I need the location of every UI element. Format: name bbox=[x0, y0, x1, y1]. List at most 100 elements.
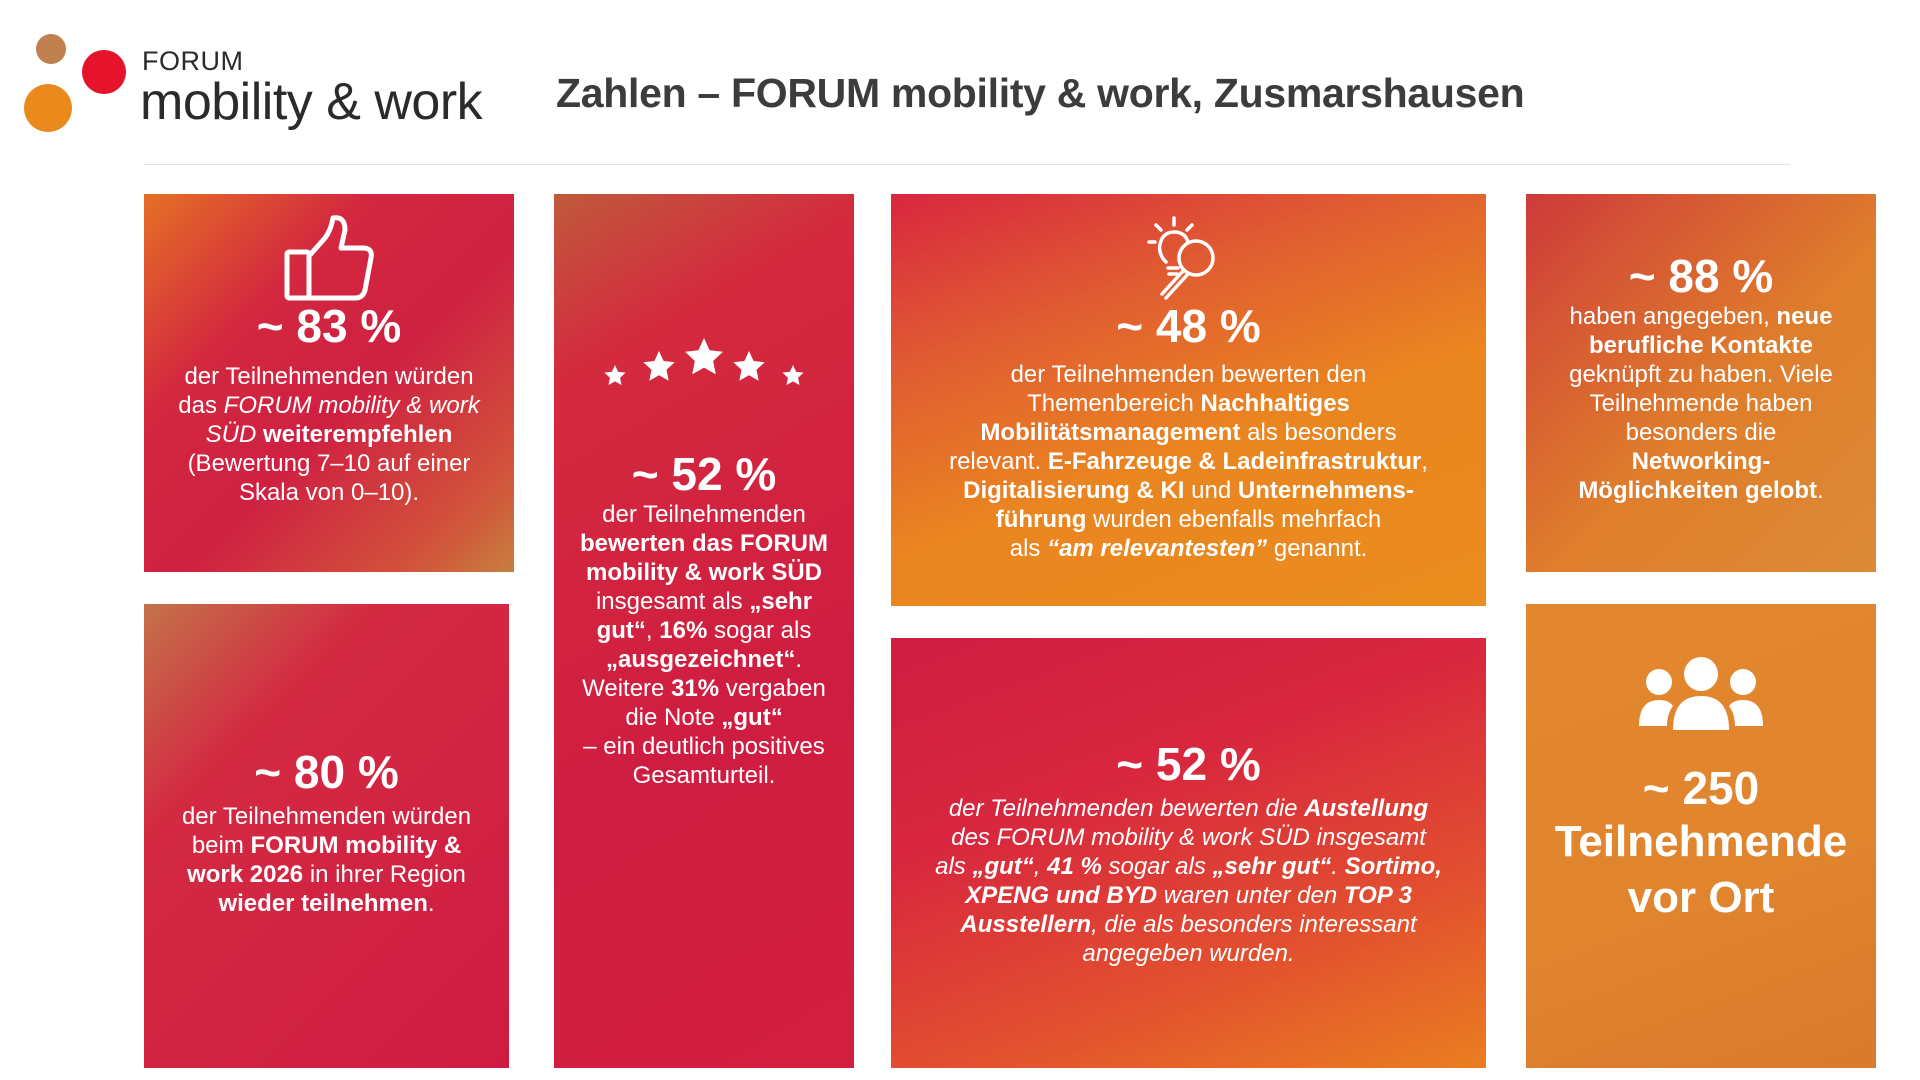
desc-text: , die als besonders interessant bbox=[1091, 911, 1417, 938]
desc-line: geknüpft zu haben. Viele bbox=[1569, 361, 1833, 388]
stat-value: ~ 250 bbox=[1642, 762, 1760, 814]
desc-text: vergaben bbox=[719, 675, 826, 702]
logo-small-text: FORUM bbox=[142, 46, 244, 76]
desc-bold: Unternehmens- bbox=[1237, 477, 1414, 504]
stat-value: ~ 88 % bbox=[1628, 250, 1774, 302]
desc-bold-italic: “am relevantesten” bbox=[1047, 535, 1268, 562]
desc-line: als “am relevantesten” genannt. bbox=[891, 534, 1486, 563]
desc-text: in ihrer Region bbox=[303, 861, 466, 888]
desc-line: das FORUM mobility & work bbox=[144, 391, 514, 420]
forum-logo: FORUM mobility & work bbox=[24, 30, 524, 140]
logo-dot-brown bbox=[36, 34, 66, 64]
desc-bold: Networking- bbox=[1631, 448, 1771, 475]
desc-text: als besonders bbox=[1240, 419, 1397, 446]
desc-bold: Sortimo, bbox=[1344, 853, 1442, 880]
desc-text: . bbox=[427, 890, 435, 917]
desc-line: – ein deutlich positives bbox=[583, 733, 825, 760]
desc-bold: wieder teilnehmen bbox=[218, 890, 428, 917]
stat-tile-attendees: ~ 250 Teilnehmende vor Ort bbox=[1526, 604, 1876, 1068]
desc-bold: XPENG und BYD bbox=[965, 882, 1158, 909]
desc-line: Möglichkeiten gelobt. bbox=[1526, 476, 1876, 505]
desc-bold: berufliche Kontakte bbox=[1588, 332, 1814, 359]
stat-description: der Teilnehmenden würden beim FORUM mobi… bbox=[144, 802, 509, 918]
desc-text: und bbox=[1184, 477, 1238, 504]
desc-bold: 41 % bbox=[1047, 853, 1102, 880]
stat-description: haben angegeben, neue berufliche Kontakt… bbox=[1526, 302, 1876, 505]
desc-text: . bbox=[1331, 853, 1345, 880]
desc-bold: Digitalisierung & KI bbox=[963, 477, 1185, 504]
desc-line: vor Ort bbox=[1627, 873, 1775, 922]
desc-line: Digitalisierung & KI und Unternehmens- bbox=[891, 476, 1486, 505]
desc-line: Gesamturteil. bbox=[632, 762, 776, 789]
desc-line: des FORUM mobility & work SÜD insgesamt bbox=[951, 824, 1426, 851]
desc-bold: „sehr gut“ bbox=[1212, 853, 1332, 880]
stat-value: ~ 80 % bbox=[254, 746, 399, 798]
desc-text: . bbox=[795, 646, 803, 673]
desc-text: Themenbereich bbox=[1027, 390, 1201, 417]
desc-text: , bbox=[1033, 853, 1048, 880]
desc-text: relevant. bbox=[949, 448, 1048, 475]
desc-text: waren unter den bbox=[1157, 882, 1344, 909]
desc-line: (Bewertung 7–10 auf einer bbox=[187, 450, 471, 477]
desc-bold: Möglichkeiten gelobt bbox=[1578, 477, 1817, 504]
desc-bold: führung bbox=[995, 506, 1087, 533]
desc-bold: neue bbox=[1776, 303, 1833, 330]
desc-bold: „gut“ bbox=[972, 853, 1034, 880]
desc-line: Mobilitätsmanagement als besonders bbox=[891, 418, 1486, 447]
stat-tile-networking: ~ 88 % haben angegeben, neue berufliche … bbox=[1526, 194, 1876, 572]
desc-bold: work 2026 bbox=[187, 861, 304, 888]
desc-bold: „gut“ bbox=[721, 704, 783, 731]
desc-bold: „ausgezeichnet“ bbox=[605, 646, 796, 673]
desc-line: Weitere 31% vergaben bbox=[554, 674, 854, 703]
desc-text: haben angegeben, bbox=[1569, 303, 1777, 330]
star-icon bbox=[685, 338, 723, 375]
desc-line: beim FORUM mobility & bbox=[144, 831, 509, 860]
stat-value: ~ 52 % bbox=[631, 448, 777, 500]
desc-line: der Teilnehmenden würden bbox=[184, 363, 474, 390]
five-stars-icon bbox=[604, 338, 804, 385]
desc-line: Skala von 0–10). bbox=[238, 479, 420, 506]
desc-line: angegeben wurden. bbox=[1082, 940, 1295, 967]
desc-line: Themenbereich Nachhaltiges bbox=[891, 389, 1486, 418]
desc-text: sogar als bbox=[707, 617, 812, 644]
logo-dot-red bbox=[82, 50, 126, 94]
desc-line: der Teilnehmenden bbox=[602, 501, 806, 528]
desc-bold: Austellung bbox=[1304, 795, 1429, 822]
desc-line: Teilnehmende haben bbox=[1589, 390, 1813, 417]
desc-text: die Note bbox=[625, 704, 722, 731]
desc-text: genannt. bbox=[1267, 535, 1368, 562]
stat-value: ~ 83 % bbox=[256, 300, 402, 352]
desc-italic: SÜD bbox=[205, 421, 257, 448]
desc-bold: E-Fahrzeuge & Ladeinfrastruktur bbox=[1047, 448, 1422, 475]
desc-bold: gut“ bbox=[596, 617, 646, 644]
desc-line: „ausgezeichnet“. bbox=[554, 645, 854, 674]
desc-text: , bbox=[1421, 448, 1428, 475]
stat-description: der Teilnehmenden würden das FORUM mobil… bbox=[144, 362, 514, 507]
desc-text: , bbox=[645, 617, 660, 644]
desc-line: mobility & work SÜD bbox=[554, 558, 854, 587]
desc-bold: Nachhaltiges bbox=[1200, 390, 1350, 417]
desc-line: haben angegeben, neue bbox=[1526, 302, 1876, 331]
desc-text: wurden ebenfalls mehrfach bbox=[1086, 506, 1382, 533]
desc-text: als bbox=[935, 853, 973, 880]
desc-bold: „sehr bbox=[749, 588, 813, 615]
desc-text: als bbox=[1009, 535, 1048, 562]
desc-text: sogar als bbox=[1101, 853, 1213, 880]
thumbs-up-icon bbox=[284, 215, 374, 301]
desc-line: Teilnehmende bbox=[1554, 817, 1848, 866]
desc-line: wieder teilnehmen. bbox=[144, 889, 509, 918]
stat-tile-recommend: ~ 83 % der Teilnehmenden würden das FORU… bbox=[144, 194, 514, 572]
desc-italic: FORUM mobility & work bbox=[223, 392, 480, 419]
stat-tile-overall-rating: ~ 52 % der Teilnehmenden bewerten das FO… bbox=[554, 194, 854, 1068]
desc-line: gut“, 16% sogar als bbox=[554, 616, 854, 645]
desc-line: insgesamt als „sehr bbox=[554, 587, 854, 616]
star-icon bbox=[604, 365, 626, 385]
attendees-label: Teilnehmende vor Ort bbox=[1526, 814, 1876, 926]
desc-text: Weitere bbox=[582, 675, 672, 702]
stat-description: der Teilnehmenden bewerten die Austellun… bbox=[891, 794, 1486, 968]
stat-value: ~ 48 % bbox=[1116, 300, 1261, 352]
header-divider bbox=[144, 164, 1790, 165]
desc-line: bewerten das FORUM bbox=[554, 529, 854, 558]
desc-line: relevant. E-Fahrzeuge & Ladeinfrastruktu… bbox=[891, 447, 1486, 476]
page-title: Zahlen – FORUM mobility & work, Zusmarsh… bbox=[556, 70, 1525, 116]
